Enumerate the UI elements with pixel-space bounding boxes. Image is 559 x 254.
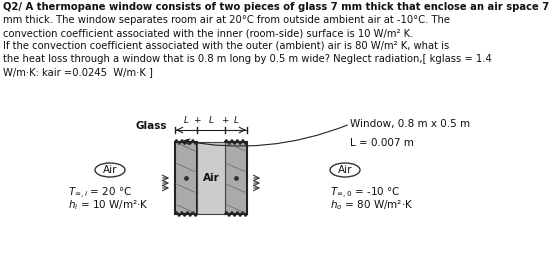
Bar: [225, 142, 247, 214]
Ellipse shape: [330, 163, 360, 177]
Text: $h_i$ = 10 W/m²·K: $h_i$ = 10 W/m²·K: [68, 198, 149, 212]
Text: Q2/ A thermopane window consists of two pieces of glass 7 mm thick that enclose : Q2/ A thermopane window consists of two …: [3, 2, 549, 12]
Text: L: L: [234, 116, 239, 125]
Bar: [175, 142, 197, 214]
Text: mm thick. The window separates room air at 20°C from outside ambient air at -10°: mm thick. The window separates room air …: [3, 15, 450, 25]
Ellipse shape: [95, 163, 125, 177]
Text: Air: Air: [103, 165, 117, 175]
Text: L: L: [183, 116, 188, 125]
Text: Window, 0.8 m x 0.5 m: Window, 0.8 m x 0.5 m: [350, 119, 470, 129]
Text: L: L: [209, 116, 214, 125]
Text: the heat loss through a window that is 0.8 m long by 0.5 m wide? Neglect radiati: the heat loss through a window that is 0…: [3, 54, 492, 64]
Text: +: +: [193, 116, 201, 125]
Text: W/m·K: kair =0.0245  W/m·K ]: W/m·K: kair =0.0245 W/m·K ]: [3, 67, 153, 77]
Bar: [197, 142, 225, 214]
Text: convection coefficient associated with the inner (room-side) surface is 10 W/m² : convection coefficient associated with t…: [3, 28, 413, 38]
Text: +: +: [221, 116, 229, 125]
Text: Air: Air: [338, 165, 352, 175]
Text: $T_{\infty,0}$ = -10 °C: $T_{\infty,0}$ = -10 °C: [330, 186, 400, 201]
Text: $h_o$ = 80 W/m²·K: $h_o$ = 80 W/m²·K: [330, 198, 414, 212]
Text: Glass: Glass: [135, 121, 167, 131]
Text: Air: Air: [202, 173, 219, 183]
Text: If the convection coefficient associated with the outer (ambient) air is 80 W/m²: If the convection coefficient associated…: [3, 41, 449, 51]
Text: L = 0.007 m: L = 0.007 m: [350, 138, 414, 148]
Text: $T_{\infty,i}$ = 20 °C: $T_{\infty,i}$ = 20 °C: [68, 186, 132, 201]
